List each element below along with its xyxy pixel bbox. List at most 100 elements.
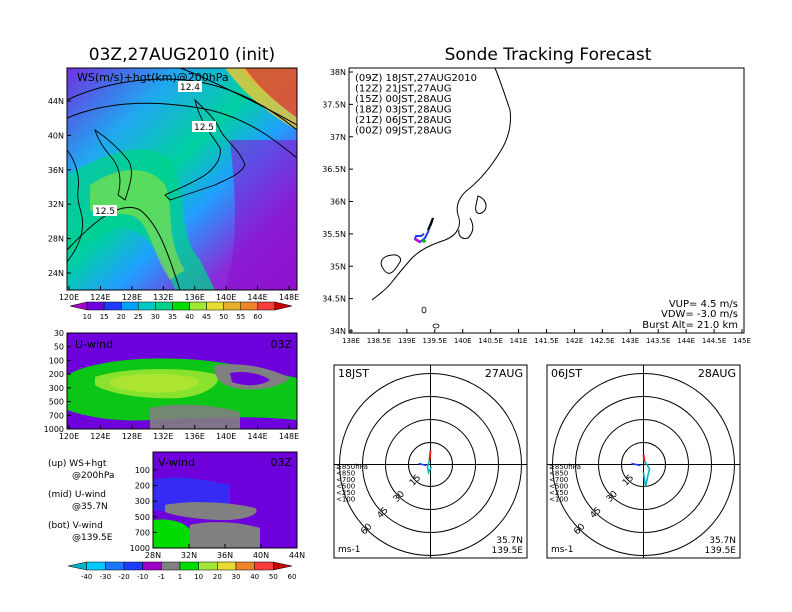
track-legend-entry: (21Z) 06JST,28AUG xyxy=(355,115,452,126)
track-island-1 xyxy=(421,306,427,314)
ws-colorbar-swatch xyxy=(86,301,105,311)
v-wind-label: V-wind xyxy=(158,456,195,469)
sonde-track-magenta xyxy=(414,237,421,244)
hodograph-legend-entry: <100 xyxy=(336,496,355,504)
svg-text:12.4: 12.4 xyxy=(180,83,200,93)
ws-x-label: 128E xyxy=(122,293,142,302)
height-contour-2 xyxy=(66,102,298,159)
wind-colorbar-swatch xyxy=(235,561,255,571)
hodograph-date: 27AUG xyxy=(485,367,523,380)
track-y-label: 35N xyxy=(330,262,346,271)
track-x-label: 140E xyxy=(454,337,472,345)
hodograph-lat: 35.7N xyxy=(709,536,736,546)
track-coastline-boso xyxy=(475,195,487,214)
wind-colorbar-label: 1 xyxy=(178,573,182,581)
svg-text:12.5: 12.5 xyxy=(194,123,214,133)
track-island-2 xyxy=(432,323,440,329)
wind-colorbar-swatch xyxy=(161,561,181,571)
ws-y-label: 24N xyxy=(48,269,64,278)
v-wind-y-ticks: 100 200 300 500 700 1000 xyxy=(130,466,157,553)
u-wind-time: 03Z xyxy=(270,338,292,351)
hodograph-date: 28AUG xyxy=(698,367,736,380)
v-wind-time: 03Z xyxy=(270,456,292,469)
note-mid-a: (mid) U-wind xyxy=(48,490,106,500)
east-purple-region xyxy=(225,140,297,290)
ws-x-label: 136E xyxy=(185,293,205,302)
track-legend-entry: (18Z) 03JST,28AUG xyxy=(355,105,452,116)
wind-colorbar-swatch xyxy=(254,561,274,571)
hodograph-trace-low xyxy=(642,454,646,462)
v-wind-gray-patch-1 xyxy=(165,502,257,520)
wind-colorbar-label: 10 xyxy=(194,573,203,581)
v-wind-x-ticks: 28N 32N 36N 40N 44N xyxy=(145,544,305,560)
track-x-label: 145E xyxy=(733,337,751,345)
u-y-label: 50 xyxy=(54,343,64,352)
u-x-label: 132E xyxy=(153,432,173,441)
hodograph-legend-entry: ≥850hPa xyxy=(549,463,581,471)
v-y-label: 100 xyxy=(135,466,150,475)
contour-label-2: 12.5 xyxy=(192,121,216,133)
ws-x-label: 124E xyxy=(90,293,110,302)
track-x-label: 144E xyxy=(677,337,695,345)
ws-map-label: WS(m/s)+hgt(km)@200hPa xyxy=(77,71,229,84)
wind-colorbar-label: 50 xyxy=(269,573,278,581)
ws-colorbar: 10 15 20 25 30 35 40 45 50 55 60 xyxy=(69,301,293,321)
v-x-label: 28N xyxy=(145,551,161,560)
ws-y-label: 28N xyxy=(48,235,64,244)
ws-colorbar-swatch xyxy=(223,301,242,311)
u-x-label: 140E xyxy=(216,432,236,441)
track-x-label: 139.5E xyxy=(423,337,447,345)
ws-y-label: 32N xyxy=(48,200,64,209)
track-map-x-ticks: 138E 138.5E 139E 139.5E 140E 140.5E 141E 141.5E… xyxy=(342,329,751,345)
track-x-label: 141.5E xyxy=(534,337,558,345)
sonde-launch-point xyxy=(422,239,426,243)
hodograph-unit: ms-1 xyxy=(338,545,360,555)
coastline-china xyxy=(66,149,84,263)
wind-colorbar-swatch xyxy=(86,561,106,571)
ws-colorbar-label: 50 xyxy=(219,313,228,321)
ws-colorbar-label: 20 xyxy=(117,313,126,321)
ws-colorbar-label: 60 xyxy=(253,313,262,321)
wind-colorbar-label: -1 xyxy=(158,573,165,581)
hodograph-lon: 139.5E xyxy=(492,546,524,556)
ws-colorbar-label: 55 xyxy=(236,313,245,321)
wind-colorbar-swatch xyxy=(217,561,237,571)
ws-colorbar-label: 30 xyxy=(151,313,160,321)
u-y-label: 500 xyxy=(49,398,64,407)
wind-colorbar-label: -10 xyxy=(137,573,148,581)
v-y-label: 200 xyxy=(135,482,150,491)
track-x-label: 140.5E xyxy=(478,337,502,345)
ws-y-label: 44N xyxy=(48,97,64,106)
sonde-track-black xyxy=(427,217,435,231)
u-y-label: 100 xyxy=(49,356,64,365)
ws-map-panel: WS(m/s)+hgt(km)@200hPa 12.4 12.5 12.5 44… xyxy=(48,67,299,302)
u-y-label: 30 xyxy=(54,329,64,338)
left-title: 03Z,27AUG2010 (init) xyxy=(89,45,275,65)
ws-colorbar-swatch xyxy=(155,301,173,311)
track-x-label: 144.5E xyxy=(702,337,726,345)
track-map-frame xyxy=(348,67,745,334)
u-x-label: 124E xyxy=(90,432,110,441)
track-x-label: 138E xyxy=(342,337,360,345)
contour-label-3: 12.5 xyxy=(93,205,117,217)
hodograph-trace-mid xyxy=(426,460,433,476)
track-info-burst: Burst Alt= 21.0 km xyxy=(642,320,738,331)
ws-colorbar-swatch xyxy=(206,301,224,311)
u-wind-purple-island xyxy=(230,371,270,386)
wind-colorbar-label: 60 xyxy=(288,573,297,581)
track-y-label: 34N xyxy=(330,327,346,336)
track-legend: (09Z) 18JST,27AUG2010(12Z) 21JST,27AUG(1… xyxy=(355,73,477,137)
ws-colorbar-label: 15 xyxy=(100,313,109,321)
hodograph-time: 18JST xyxy=(338,367,369,380)
hodograph-time: 06JST xyxy=(551,367,582,380)
ws-x-label: 144E xyxy=(247,293,267,302)
hodograph-legend: ≥850hPa<850<700<500<250<100 xyxy=(336,463,368,504)
ws-colorbar-label: 10 xyxy=(83,313,92,321)
wind-colorbar-swatch xyxy=(179,561,199,571)
ws-x-label: 148E xyxy=(279,293,299,302)
v-y-label: 1000 xyxy=(130,544,150,553)
track-x-label: 142.5E xyxy=(590,337,614,345)
ws-colorbar-swatch xyxy=(120,301,139,311)
